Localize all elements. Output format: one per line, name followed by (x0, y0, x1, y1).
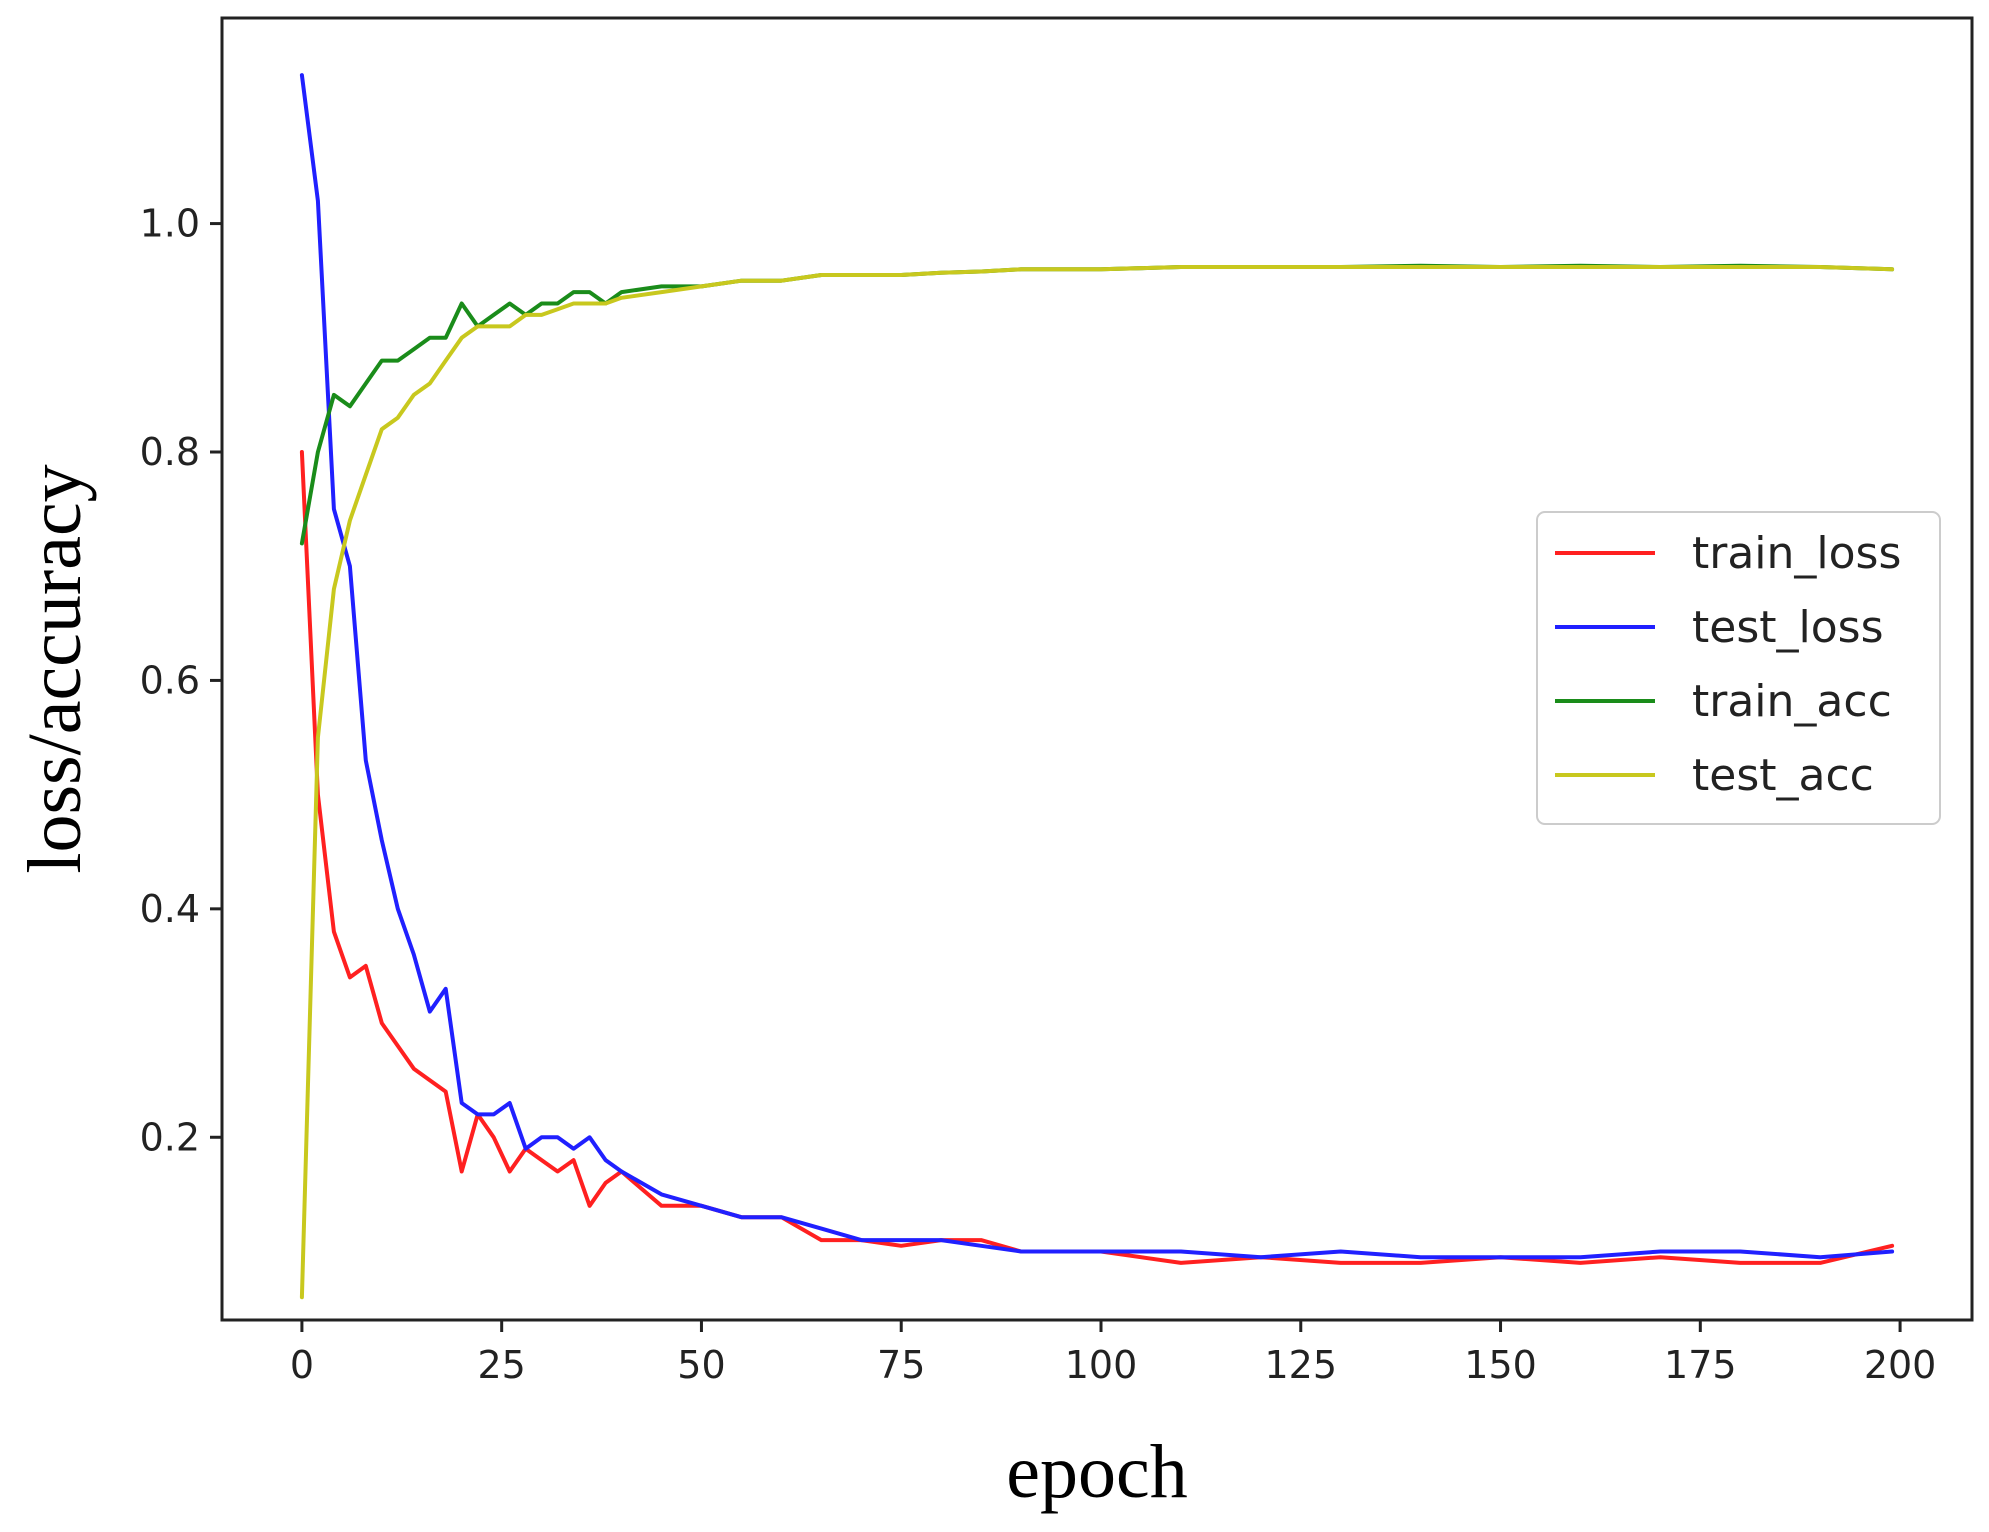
y-tick-label: 0.8 (140, 430, 200, 474)
x-tick-label: 25 (478, 1343, 526, 1387)
y-axis-title: loss/accuracy (13, 464, 97, 873)
x-tick-label: 100 (1065, 1343, 1138, 1387)
legend-label-train_acc: train_acc (1692, 676, 1892, 727)
series-line-train_acc (299, 263, 1895, 546)
x-tick-label: 200 (1864, 1343, 1937, 1387)
series-line-train_loss (299, 450, 1895, 1265)
legend: train_loss test_loss train_acc test_acc (1536, 511, 1941, 825)
x-tick-label: 50 (677, 1343, 725, 1387)
x-axis-title: epoch (1006, 1430, 1187, 1514)
x-axis-ticks: 0 25 50 75 100 125 150 175 200 (290, 1320, 1937, 1387)
x-tick-label: 175 (1664, 1343, 1737, 1387)
series-line-test_acc (299, 265, 1895, 1300)
legend-label-train_loss: train_loss (1692, 528, 1901, 579)
y-tick-label: 1.0 (140, 202, 200, 246)
x-tick-label: 75 (877, 1343, 925, 1387)
x-tick-label: 0 (290, 1343, 314, 1387)
plot-frame (220, 16, 1974, 1322)
legend-label-test_loss: test_loss (1692, 602, 1884, 653)
series-line-test_loss (299, 73, 1895, 1260)
x-tick-label: 150 (1464, 1343, 1537, 1387)
legend-label-test_acc: test_acc (1692, 750, 1874, 801)
y-tick-label: 0.4 (140, 887, 200, 931)
legend-box (1536, 511, 1941, 825)
series-layer (299, 73, 1895, 1300)
x-tick-label: 125 (1265, 1343, 1338, 1387)
y-tick-label: 0.6 (140, 658, 200, 702)
y-axis-ticks: 0.2 0.4 0.6 0.8 1.0 (140, 202, 222, 1159)
y-tick-label: 0.2 (140, 1115, 200, 1159)
